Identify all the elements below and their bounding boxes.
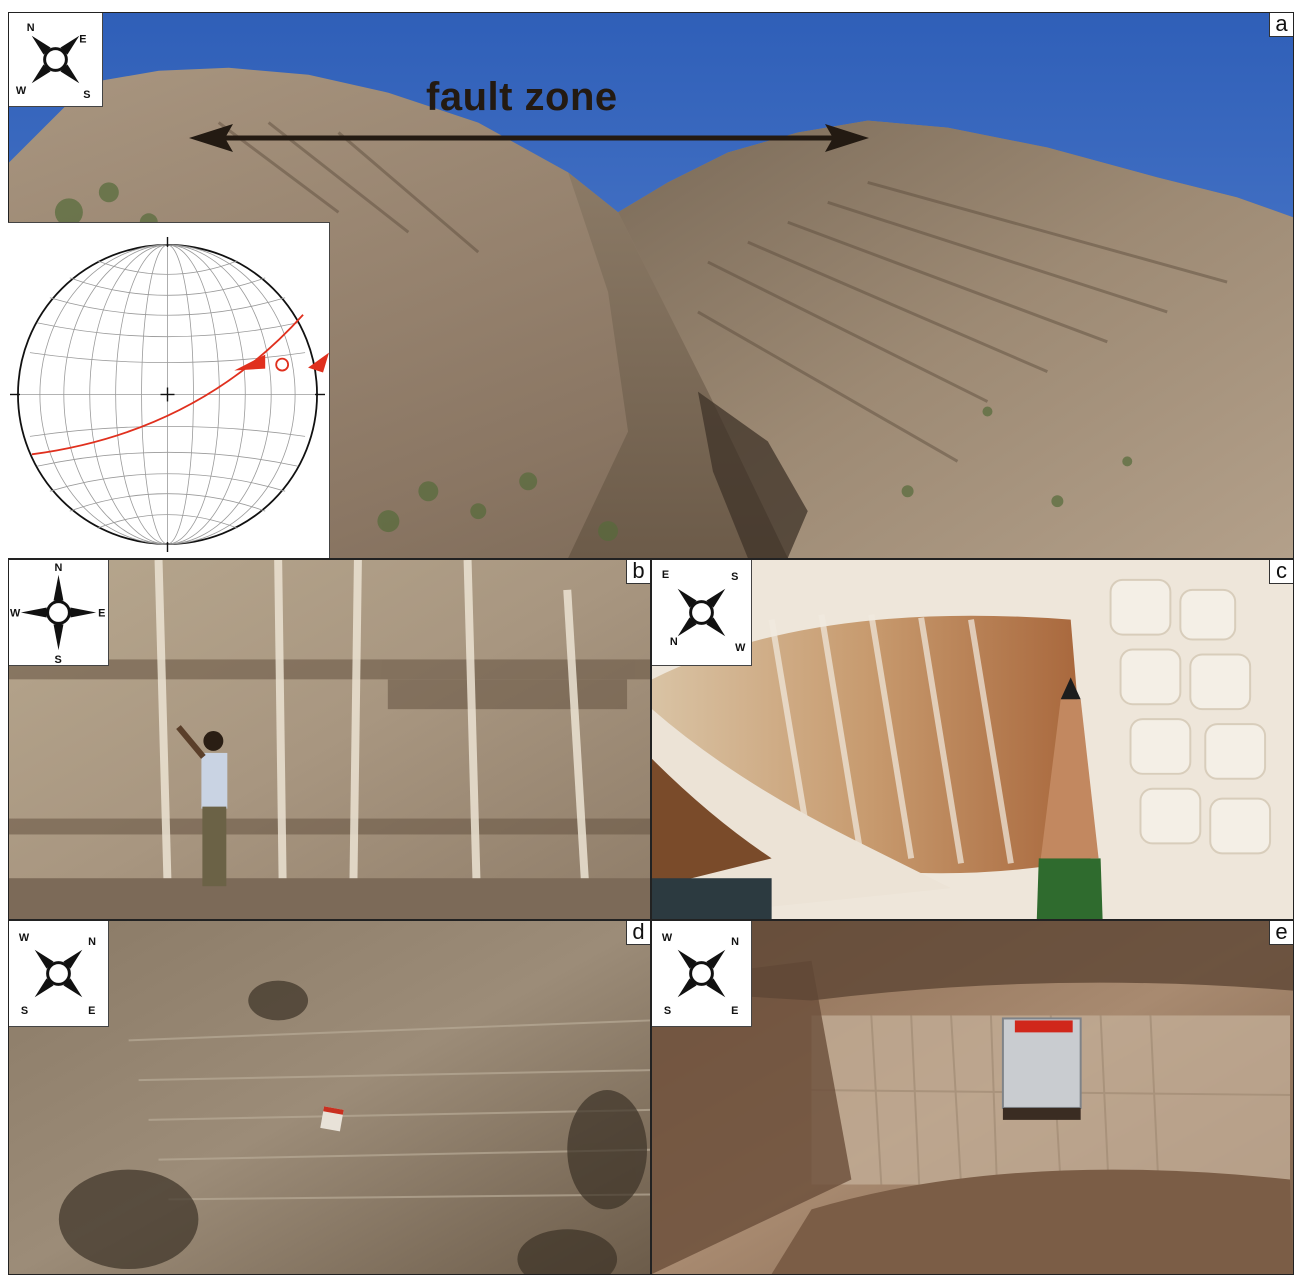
compass-b-w: W: [10, 607, 21, 619]
panel-a-letter: a: [1269, 13, 1293, 37]
compass-rose-icon: N E S W: [19, 932, 96, 1017]
fault-zone-arrow-icon: [189, 124, 869, 152]
compass-rose-icon: N E S W: [10, 562, 105, 665]
panel-c: N E S W c: [651, 559, 1294, 920]
compass-d-w: W: [19, 932, 30, 944]
panel-b: N E S W b: [8, 559, 651, 920]
compass-e-n: N: [731, 936, 739, 948]
fault-zone-label: fault zone: [426, 75, 618, 119]
compass-d-n: N: [88, 936, 96, 948]
panel-b-compass: N E S W: [9, 560, 109, 666]
pencil-scale: [1036, 677, 1103, 919]
compass-d-e: E: [88, 1005, 95, 1017]
compass-c-n: N: [670, 636, 678, 648]
compass-a-e: E: [79, 34, 86, 46]
compass-b-s: S: [55, 654, 62, 665]
compass-e-w: W: [662, 932, 673, 944]
compass-rose-icon: N E S W: [662, 932, 739, 1017]
slip-arrow-right-icon: [308, 352, 329, 373]
panel-b-letter: b: [626, 560, 650, 584]
compass-e-s: S: [664, 1005, 671, 1017]
compass-clinometer: [320, 1106, 344, 1132]
compass-rose-icon: N E S W: [16, 22, 91, 101]
geologist-figure: [176, 725, 228, 887]
panel-a-compass: N E S W: [9, 13, 103, 107]
compass-c-w: W: [735, 642, 746, 654]
compass-a-s: S: [83, 89, 90, 101]
compass-b-n: N: [55, 562, 63, 574]
compass-e-e: E: [731, 1005, 738, 1017]
panel-e-compass: N E S W: [652, 921, 752, 1027]
compass-a-n: N: [27, 22, 35, 34]
compass-rose-icon: N E S W: [662, 569, 746, 654]
panel-e-photo: [652, 921, 1293, 1274]
slickenline-pole: [275, 357, 290, 372]
panel-c-photo: [652, 560, 1293, 919]
stereonet-diagram: [9, 236, 329, 552]
compass-d-s: S: [21, 1005, 28, 1017]
panel-d-letter: d: [626, 921, 650, 945]
panel-d-compass: N E S W: [9, 921, 109, 1027]
slip-arrow-left-icon: [234, 354, 266, 371]
fault-plane-great-circle: [31, 314, 304, 456]
panel-c-letter: c: [1269, 560, 1293, 584]
stereonet-inset: [8, 222, 330, 558]
panel-e-letter: e: [1269, 921, 1293, 945]
panel-e: N E S W e: [651, 920, 1294, 1275]
compass-b-e: E: [98, 607, 105, 619]
compass-c-s: S: [731, 571, 738, 583]
panel-d-photo: [9, 921, 650, 1274]
compass-c-e: E: [662, 569, 669, 581]
panel-d: N E S W d: [8, 920, 651, 1275]
panel-b-photo: [9, 560, 650, 919]
panel-c-compass: N E S W: [652, 560, 752, 666]
compass-clinometer: [1001, 1017, 1082, 1120]
compass-a-w: W: [16, 85, 27, 97]
